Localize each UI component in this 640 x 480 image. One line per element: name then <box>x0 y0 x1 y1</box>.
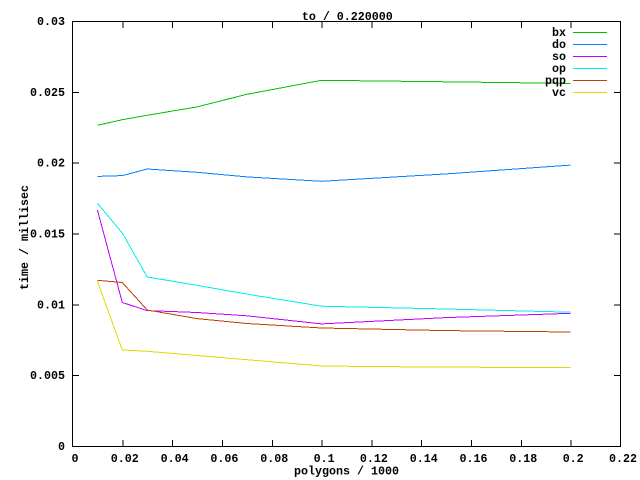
svg-text:0.22: 0.22 <box>609 452 637 466</box>
svg-text:0.02: 0.02 <box>111 452 139 466</box>
svg-text:do: do <box>552 38 566 52</box>
svg-text:vc: vc <box>552 86 566 100</box>
svg-text:0.025: 0.025 <box>30 86 65 100</box>
svg-text:polygons / 1000: polygons / 1000 <box>294 465 399 479</box>
svg-text:op: op <box>552 62 566 76</box>
svg-text:time / millisec: time / millisec <box>18 185 32 290</box>
svg-text:so: so <box>552 50 566 64</box>
svg-text:0.02: 0.02 <box>37 157 65 171</box>
svg-text:0.2: 0.2 <box>563 452 584 466</box>
svg-text:0.16: 0.16 <box>460 452 488 466</box>
svg-text:pqp: pqp <box>545 74 566 88</box>
svg-text:0.015: 0.015 <box>30 228 65 242</box>
svg-text:0.18: 0.18 <box>509 452 537 466</box>
svg-text:0.12: 0.12 <box>360 452 388 466</box>
svg-text:0: 0 <box>72 452 79 466</box>
svg-text:0.04: 0.04 <box>161 452 189 466</box>
svg-text:0.14: 0.14 <box>410 452 438 466</box>
svg-text:0.005: 0.005 <box>30 369 65 383</box>
svg-text:to / 0.220000: to / 0.220000 <box>302 10 393 24</box>
svg-text:bx: bx <box>552 26 566 40</box>
svg-text:0.06: 0.06 <box>210 452 238 466</box>
svg-text:0: 0 <box>58 440 65 454</box>
svg-text:0.03: 0.03 <box>37 15 65 29</box>
svg-text:0.01: 0.01 <box>37 298 65 312</box>
svg-text:0.1: 0.1 <box>314 452 335 466</box>
svg-text:0.08: 0.08 <box>260 452 288 466</box>
